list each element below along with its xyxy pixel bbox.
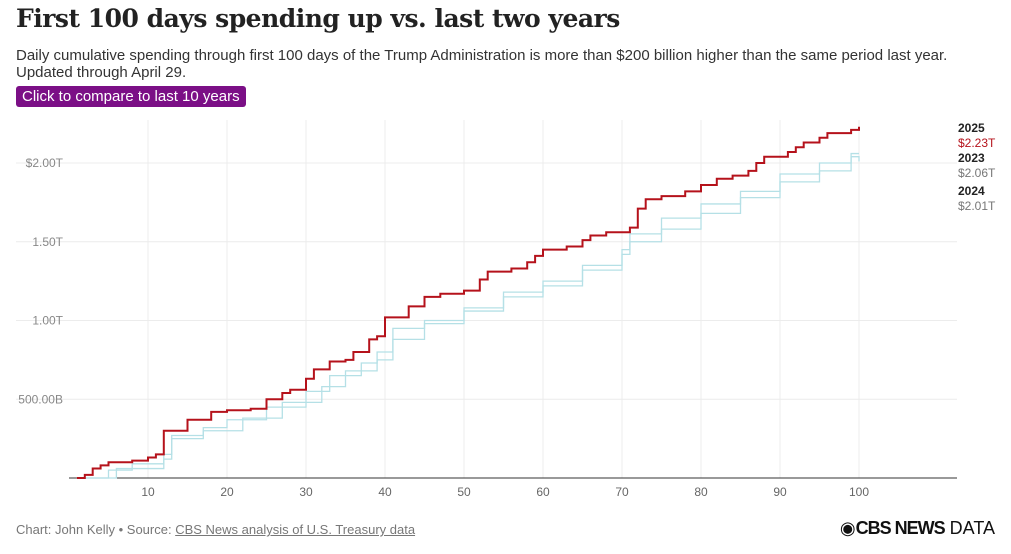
x-tick-label: 100: [849, 485, 869, 499]
x-tick-label: 10: [141, 485, 155, 499]
cbs-news-logo: ◉CBS NEWS DATA: [839, 518, 995, 538]
series-label-2023: 2023: [958, 151, 985, 165]
chart-subtitle: Daily cumulative spending through first …: [16, 47, 948, 81]
series-label-2024: 2024: [958, 184, 985, 198]
x-tick-label: 30: [299, 485, 313, 499]
x-tick-label: 80: [694, 485, 708, 499]
series-line-2023: [76, 152, 859, 479]
series-line-2024: [76, 156, 860, 479]
footer-credit: Chart: John Kelly • Source: CBS News ana…: [16, 522, 415, 537]
credit-text: Chart: John Kelly • Source:: [16, 522, 176, 537]
x-tick-label: 20: [220, 485, 234, 499]
series-end-value-2024: $2.01T: [958, 199, 996, 213]
x-tick-label: 70: [615, 485, 629, 499]
x-tick-label: 60: [536, 485, 550, 499]
chart: 10 20 30 40 50 60 70 80 90 100 500.00B 1.00T 1.50T $2…: [16, 120, 996, 499]
x-tick-label: 40: [378, 485, 392, 499]
y-tick-label: 1.50T: [32, 235, 63, 249]
series-end-value-2023: $2.06T: [958, 166, 996, 180]
source-link[interactable]: CBS News analysis of U.S. Treasury data: [175, 522, 416, 537]
chart-title: First 100 days spending up vs. last two …: [16, 4, 620, 33]
y-tick-label: 1.00T: [32, 314, 63, 328]
y-tick-label: $2.00T: [26, 156, 64, 170]
x-tick-label: 90: [773, 485, 787, 499]
series-label-2025: 2025: [958, 121, 985, 135]
x-tick-label: 50: [457, 485, 471, 499]
series-end-value-2025: $2.23T: [958, 136, 996, 150]
series-line-2025: [76, 126, 860, 479]
compare-10-years-button[interactable]: Click to compare to last 10 years: [16, 86, 246, 107]
y-tick-label: 500.00B: [18, 392, 63, 406]
cbs-eye-icon: ◉: [839, 518, 856, 538]
